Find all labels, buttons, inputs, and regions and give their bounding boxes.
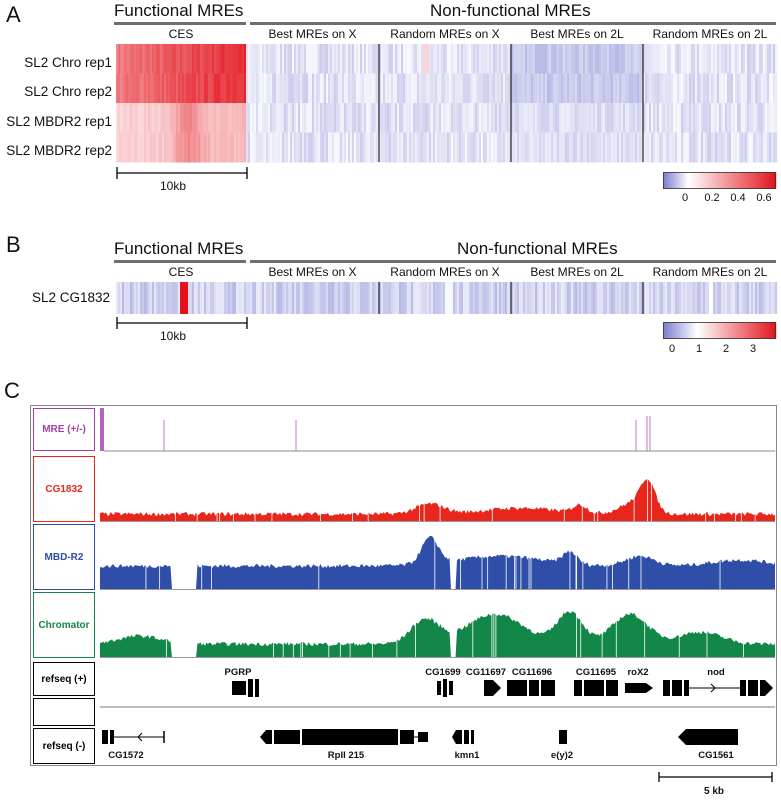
gene-label-cg1561: CG1561 xyxy=(698,750,734,761)
panel-a-scale-bar xyxy=(116,167,248,179)
track-label-mre: MRE (+/-) xyxy=(33,408,95,451)
panel-b-col-random-2l: Random MREs on 2L xyxy=(652,265,768,279)
panel-a-row-chro-rep1: SL2 Chro rep1 xyxy=(24,55,112,70)
track-label-refseq-minus: refseq (-) xyxy=(33,728,95,764)
panel-a-col-best-x: Best MREs on X xyxy=(268,27,357,41)
track-label-refseq-plus: refseq (+) xyxy=(33,662,95,696)
gene-nod xyxy=(663,680,773,696)
track-label-empty xyxy=(33,698,95,726)
gene-cg11696 xyxy=(507,680,555,696)
panel-a-functional-rule xyxy=(114,22,246,25)
gene-cg1572 xyxy=(102,730,165,744)
panel-a-colorbar xyxy=(663,172,777,189)
panel-a-heatmap xyxy=(116,44,778,163)
track-cg1832-signal xyxy=(100,466,775,522)
panel-b-functional-rule xyxy=(114,260,246,263)
panel-b-letter: B xyxy=(6,232,21,257)
gene-label-rox2: roX2 xyxy=(627,667,649,678)
panel-b-colorbar-tick-2: 2 xyxy=(722,343,730,355)
panel-b-nonfunctional-title: Non-functional MREs xyxy=(457,239,618,258)
panel-b-nonfunctional-rule xyxy=(250,260,776,263)
panel-b-functional-title: Functional MREs xyxy=(114,239,244,258)
track-label-chromator: Chromator xyxy=(33,592,95,658)
panel-a-colorbar-tick-1: 0.2 xyxy=(704,192,720,204)
panel-a-scale-label: 10kb xyxy=(160,179,187,193)
panel-b-col-ces: CES xyxy=(168,265,194,279)
panel-a-col-random-x: Random MREs on X xyxy=(390,27,500,41)
panel-a-col-random-2l: Random MREs on 2L xyxy=(652,27,768,41)
gene-label-cg1699: CG1699 xyxy=(425,667,461,678)
panel-b-heatmap xyxy=(116,282,778,314)
panel-c-scale-bar xyxy=(658,772,773,782)
panel-b-colorbar-tick-1: 1 xyxy=(695,343,703,355)
panel-a-functional-title: Functional MREs xyxy=(114,1,244,20)
gene-label-cg1572: CG1572 xyxy=(108,750,144,761)
gene-label-rpii215: RpII 215 xyxy=(327,750,365,761)
refseq-plus-genes xyxy=(100,679,775,708)
gene-rpii215 xyxy=(260,729,428,745)
panel-b-scale-label: 10kb xyxy=(160,329,187,343)
panel-a-colorbar-tick-3: 0.6 xyxy=(756,192,772,204)
panel-a-row-chro-rep2: SL2 Chro rep2 xyxy=(24,84,112,99)
gene-label-cg11696: CG11696 xyxy=(511,667,553,678)
panel-a-col-ces: CES xyxy=(168,27,194,41)
track-mre xyxy=(100,408,775,452)
panel-b-col-random-x: Random MREs on X xyxy=(390,265,500,279)
gene-kmn1 xyxy=(452,730,474,744)
gene-cg11697 xyxy=(484,680,501,696)
panel-a-row-mbdr2-rep2: SL2 MBDR2 rep2 xyxy=(6,143,112,158)
panel-a-letter: A xyxy=(6,2,21,27)
gene-ey2 xyxy=(559,730,567,744)
gene-label-nod: nod xyxy=(707,667,725,678)
track-chromator-signal xyxy=(100,602,775,658)
gene-label-pgrp: PGRP xyxy=(224,667,252,678)
panel-c-letter: C xyxy=(4,378,20,403)
panel-a-nonfunctional-title: Non-functional MREs xyxy=(430,1,591,20)
panel-a-colorbar-tick-2: 0.4 xyxy=(730,192,746,204)
mre-bar-left xyxy=(100,408,104,451)
gene-label-ey2: e(y)2 xyxy=(550,750,574,761)
panel-a-row-mbdr2-rep1: SL2 MBDR2 rep1 xyxy=(6,114,112,129)
gene-label-cg11695: CG11695 xyxy=(575,667,617,678)
panel-c-scale-label: 5 kb xyxy=(704,786,725,797)
gene-cg11695 xyxy=(574,680,618,696)
panel-b-colorbar-tick-3: 3 xyxy=(749,343,757,355)
track-label-mbd-r2: MBD-R2 xyxy=(33,524,95,590)
panel-a-col-best-2l: Best MREs on 2L xyxy=(530,27,624,41)
panel-b-col-best-2l: Best MREs on 2L xyxy=(530,265,624,279)
gene-pgrp xyxy=(232,679,259,697)
gene-label-cg11697: CG11697 xyxy=(465,667,507,678)
gene-cg1561 xyxy=(678,729,738,745)
track-mbd-r2-signal xyxy=(100,534,775,590)
gene-label-kmn1: kmn1 xyxy=(454,750,480,761)
gene-rox2 xyxy=(625,683,653,693)
track-label-cg1832: CG1832 xyxy=(33,456,95,522)
panel-b-col-best-x: Best MREs on X xyxy=(268,265,357,279)
browser-frame xyxy=(30,405,777,766)
panel-a-nonfunctional-rule xyxy=(250,22,776,25)
gene-cg1699 xyxy=(437,679,453,697)
panel-a-colorbar-tick-0: 0 xyxy=(681,192,689,204)
refseq-minus-genes xyxy=(102,729,738,745)
panel-b-colorbar xyxy=(663,322,777,339)
panel-b-row-cg1832: SL2 CG1832 xyxy=(31,290,110,305)
panel-b-colorbar-tick-0: 0 xyxy=(668,343,676,355)
panel-b-scale-bar xyxy=(116,317,248,329)
